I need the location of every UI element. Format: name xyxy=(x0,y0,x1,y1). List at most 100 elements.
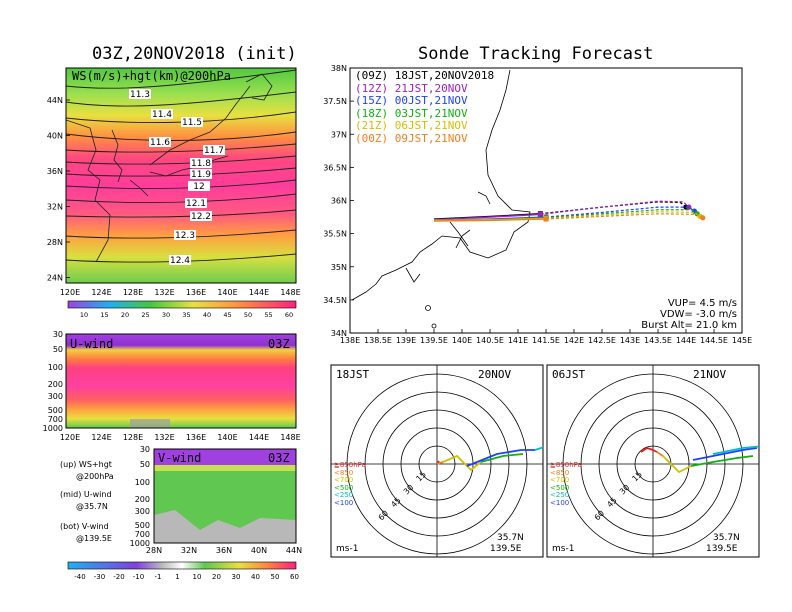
hodo-trace xyxy=(690,455,754,467)
legend-21z: (21Z) 06JST,21NOV xyxy=(355,119,468,132)
ws-colorbar-label: 45 xyxy=(223,311,231,319)
wind-colorbar: -40 -30 -20 -10 -1 1 10 20 30 40 50 60 xyxy=(67,561,299,581)
uwind-time: 03Z xyxy=(268,337,290,351)
map-lon-tick: 140E xyxy=(217,288,237,297)
vwind-p-tick: 100 xyxy=(135,478,150,487)
hodo-right-lat: 35.7N xyxy=(713,533,740,543)
contour-label-bg xyxy=(181,117,203,127)
map-lon-tick: 124E xyxy=(91,288,111,297)
hodo-right-lon: 139.5E xyxy=(706,544,738,554)
map-lon-tick: 144E xyxy=(249,288,269,297)
hodo-trace xyxy=(534,446,543,451)
legend-00z: (00Z) 09JST,21NOV xyxy=(355,131,468,145)
map-label: WS(m/s)+hgt(km)@200hPa xyxy=(72,69,231,83)
wind-colorbar-label: -10 xyxy=(133,573,144,581)
level-ge850: ≧850hPa xyxy=(550,461,582,469)
ws-colorbar-label: 10 xyxy=(80,311,88,319)
note-mid: (mid) U-wind xyxy=(60,490,112,499)
contour-labels: 11.311.4 11.5 11.6 11.7 11.811.9 12 12.1 12.2 12… xyxy=(129,89,225,266)
contour-label: 11.5 xyxy=(182,118,202,128)
contour-label-bg xyxy=(188,181,210,191)
map-lon-tick: 120E xyxy=(60,288,80,297)
vwind-label: V-wind xyxy=(158,451,202,465)
vwind-p-tick: 1000 xyxy=(130,539,150,548)
level-lt250: <250 xyxy=(550,491,570,499)
uwind-label: U-wind xyxy=(70,337,114,351)
hodo-trace xyxy=(442,454,482,472)
vwind-p-tick: 200 xyxy=(135,495,150,504)
wind-colorbar-label: 40 xyxy=(251,573,260,581)
hodo-right-unit: ms-1 xyxy=(552,544,575,554)
level-lt250: <250 xyxy=(334,491,354,499)
vwind-lat-tick: 44N xyxy=(286,546,302,555)
vwind-time: 03Z xyxy=(268,451,290,465)
contour-label-bg xyxy=(129,89,151,99)
contour-label: 11.4 xyxy=(152,110,172,120)
contour-label: 11.7 xyxy=(204,146,224,156)
contour-label-bg xyxy=(149,137,171,147)
contour-label: 11.9 xyxy=(191,170,211,180)
contour-label-bg xyxy=(185,198,207,208)
map-lon-tick: 128E xyxy=(123,288,143,297)
uwind-p-tick: 300 xyxy=(48,392,63,401)
ws-map-panel: 11.311.4 11.5 11.6 11.7 11.811.9 12 12.1 12.2 12… xyxy=(47,67,301,297)
ws-colorbar-label: 35 xyxy=(182,311,190,319)
uwind-lon-tick: 140E xyxy=(217,433,237,442)
hodo-right-date: 21NOV xyxy=(693,368,727,381)
map-lat-tick: 32N xyxy=(47,203,63,212)
hodo-trace xyxy=(436,461,444,465)
level-ge850: ≧850hPa xyxy=(334,461,366,469)
uwind-p-tick: 500 xyxy=(48,406,63,415)
uwind-p-tick: 30 xyxy=(53,330,63,339)
uwind-lon-ticks: 120E 124E 128E 132E 136E 140E 144E 148E xyxy=(60,433,301,442)
uwind-lon-tick: 144E xyxy=(249,433,269,442)
vwind-lat-ticks: 28N 32N 36N 40N 44N xyxy=(146,546,302,555)
wind-colorbar-label: 50 xyxy=(271,573,280,581)
ws-colorbar-label: 15 xyxy=(100,311,108,319)
hodo-rings xyxy=(547,365,759,557)
uwind-p-tick: 50 xyxy=(53,345,63,354)
vwind-p-tick: 50 xyxy=(140,460,150,469)
hodo-trace xyxy=(466,449,535,467)
note-bot-level: @139.5E xyxy=(76,534,112,543)
ws-colorbar-label: 40 xyxy=(203,311,211,319)
contour-label: 11.6 xyxy=(150,138,170,148)
map-lat-tick: 28N xyxy=(47,238,63,247)
map-coastlines xyxy=(65,73,273,263)
hodo-right-levels: ≧850hPa <850 <700 <500 <250 <100 xyxy=(550,461,582,507)
legend-15z: (15Z) 00JST,21NOV xyxy=(355,94,468,107)
hodo-left-levels: ≧850hPa <850 <700 <500 <250 <100 xyxy=(334,461,366,507)
vwind-lat-tick: 36N xyxy=(216,546,232,555)
map-lon-tick: 132E xyxy=(154,288,174,297)
hodo-left-unit: ms-1 xyxy=(336,544,359,554)
contour-label-bg xyxy=(151,109,173,119)
contour-label-bg xyxy=(169,255,191,265)
note-up-level: @200hPa xyxy=(76,472,114,481)
level-lt850: <850 xyxy=(334,468,354,477)
map-lat-tick: 24N xyxy=(47,274,63,283)
wind-colorbar-label: 30 xyxy=(232,573,241,581)
left-title: 03Z,20NOV2018 (init) xyxy=(92,44,297,64)
note-up: (up) WS+hgt xyxy=(60,460,112,469)
contour-label-bg xyxy=(190,211,212,221)
map-lat-tick: 36N xyxy=(47,167,63,176)
wind-colorbar-label: 10 xyxy=(193,573,202,581)
hodo-left-lat: 35.7N xyxy=(497,533,524,543)
uwind-lon-tick: 136E xyxy=(186,433,206,442)
uwind-lon-tick: 128E xyxy=(123,433,143,442)
contour-label-bg xyxy=(174,230,196,240)
ws-colorbar-label: 20 xyxy=(121,311,129,319)
level-lt700: <700 xyxy=(550,476,570,484)
param-burst: Burst Alt= 21.0 km xyxy=(641,320,737,331)
map-lat-ticks: 44N 40N 36N 32N 28N 24N xyxy=(47,96,70,283)
note-mid-level: @35.7N xyxy=(76,502,108,511)
uwind-lon-tick: 120E xyxy=(60,433,80,442)
contour-label: 12.3 xyxy=(175,231,195,241)
hodo-trace xyxy=(692,447,758,461)
hodo-trace xyxy=(656,451,664,457)
wind-colorbar-label: 1 xyxy=(175,573,179,581)
map-lon-tick: 136E xyxy=(186,288,206,297)
